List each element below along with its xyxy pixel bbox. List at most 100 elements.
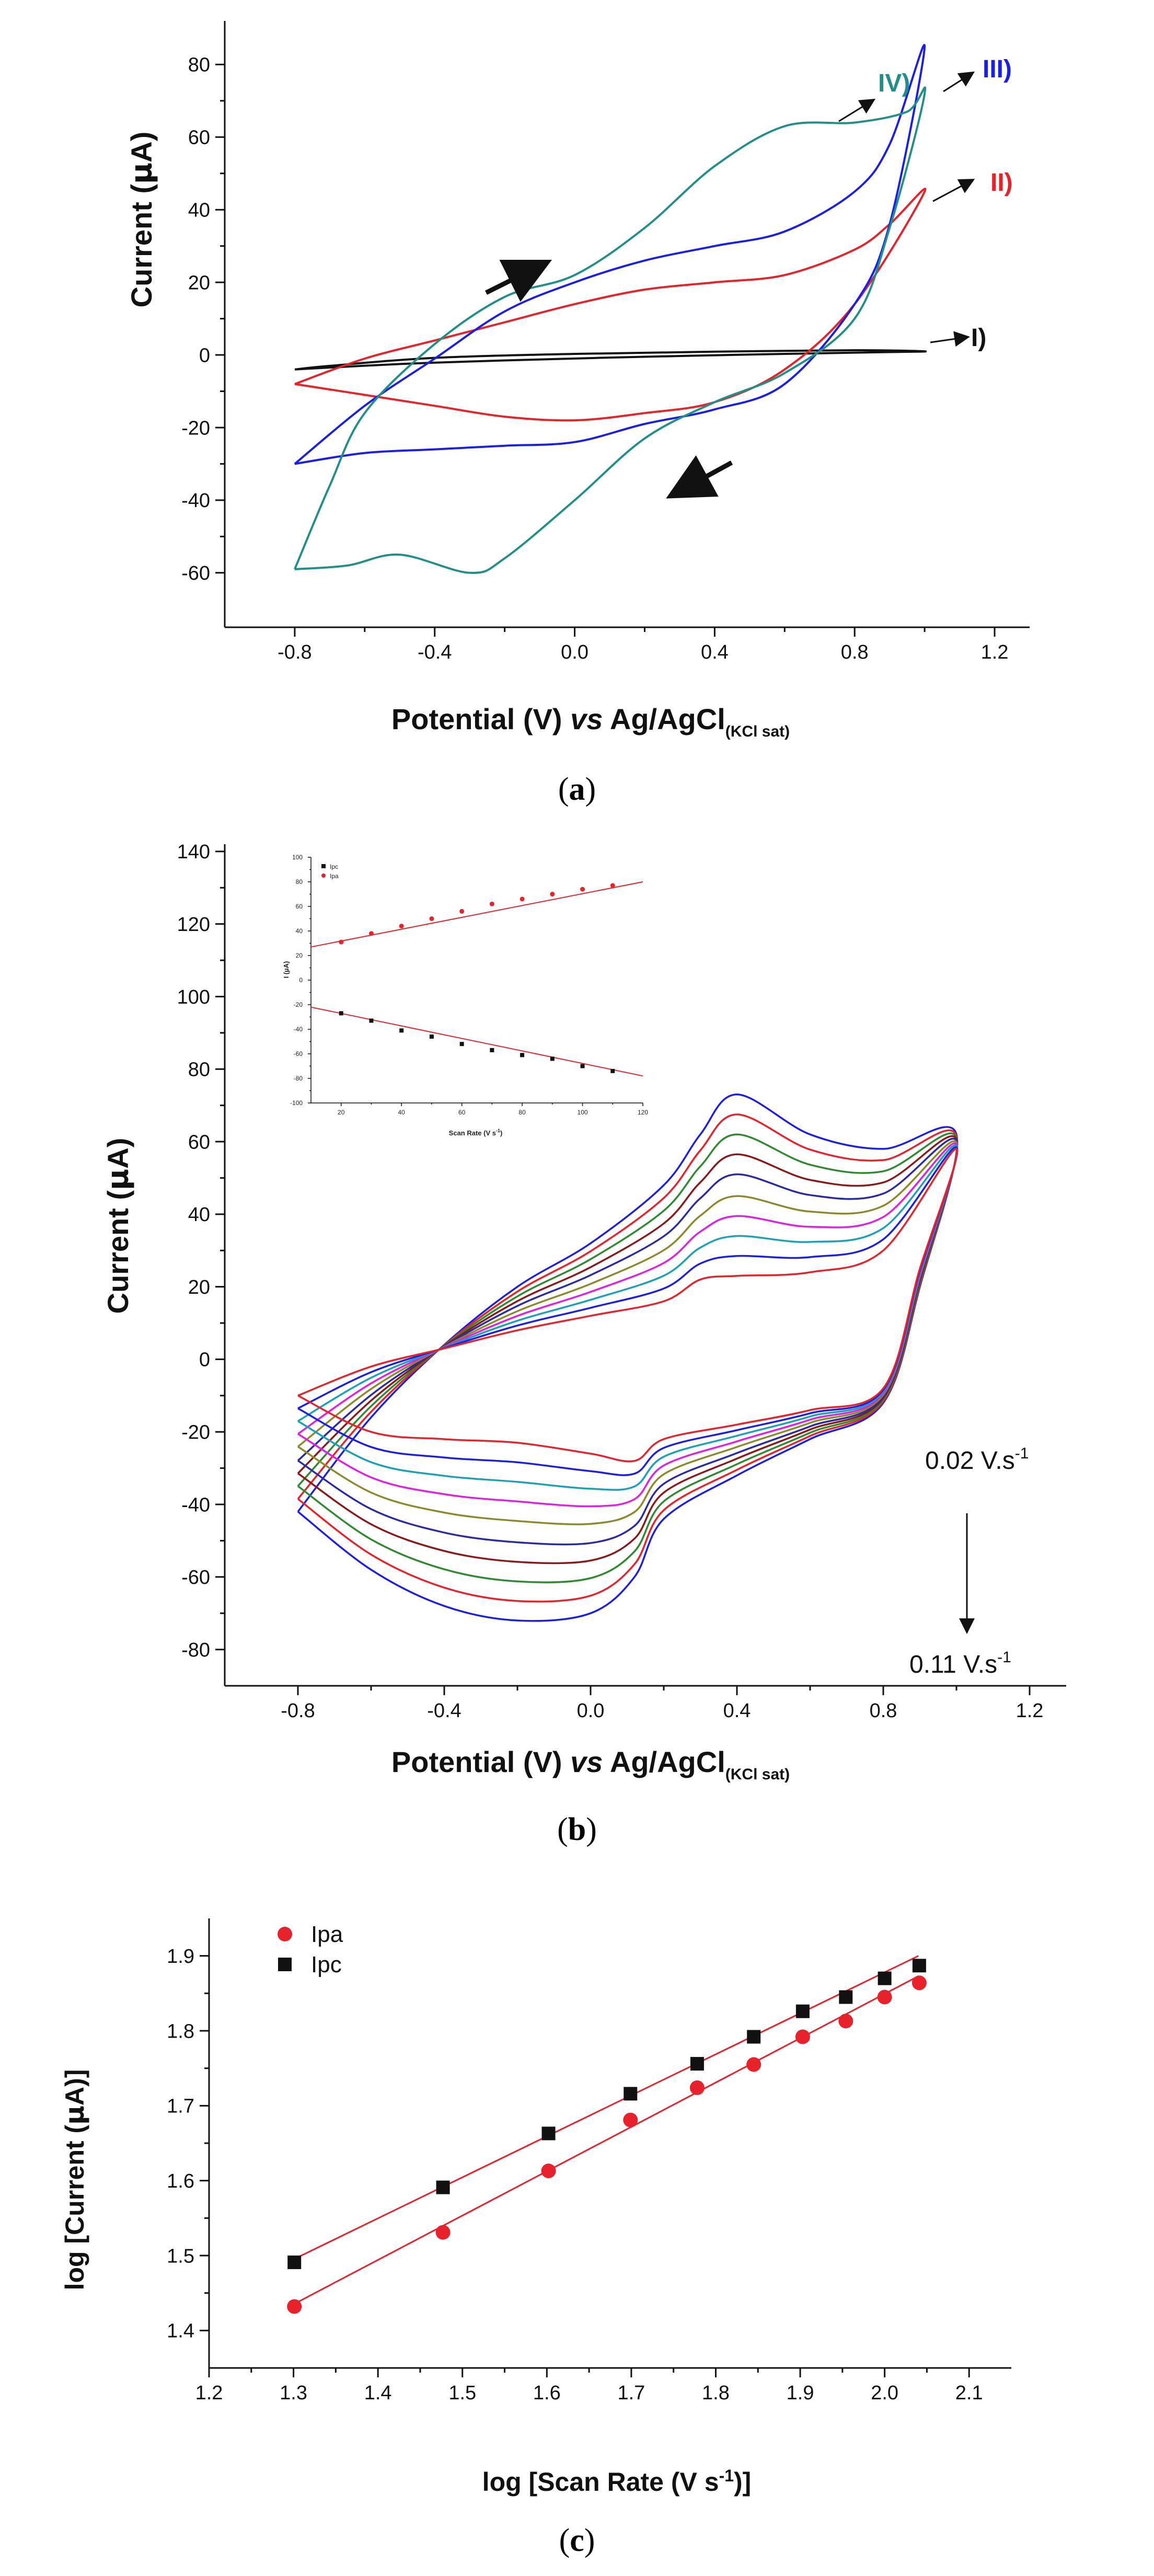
- inset-x-axis-label: Scan Rate (V s-1): [449, 1128, 503, 1137]
- inset-ipa-point: [459, 908, 465, 914]
- inset-y-tick-label: 20: [296, 952, 303, 959]
- inset-y-tick-label: -80: [294, 1075, 303, 1082]
- reverse-scan-arrow: [666, 455, 733, 499]
- inset-legend-ipc-marker: [321, 864, 326, 868]
- panel-b-y-tick-label: 20: [188, 1276, 210, 1298]
- inset-y-tick-label: -40: [294, 1026, 303, 1033]
- panel-b-axes: [215, 844, 1066, 1695]
- panel-a-y-tick-label: 20: [188, 272, 210, 294]
- panel-b-y-tick-label: 0: [199, 1349, 210, 1371]
- panel-a-curves: [294, 44, 927, 574]
- ipc-point: [690, 2057, 704, 2071]
- inset-y-tick-label: 60: [296, 903, 303, 910]
- panel-a-x-axis-label: Potential (V) vs Ag/AgCl(KCl sat): [391, 703, 790, 740]
- panel-c-x-tick-label: 2.1: [955, 2382, 983, 2404]
- legend-ipa-marker: [278, 1927, 292, 1941]
- cv-scan-curve: [297, 1142, 959, 1508]
- log-fit-line: [293, 1955, 919, 2260]
- panel-b-y-tick-label: 100: [177, 986, 210, 1008]
- panel-a-y-tick-label: -60: [181, 562, 210, 584]
- panel-a-x-tick-label: -0.4: [418, 641, 452, 663]
- inset-ipc-point: [580, 1064, 585, 1068]
- rate-low-label: 0.02 V.s-1: [925, 1445, 1029, 1475]
- panel-c-y-tick-label: 1.5: [167, 2245, 194, 2267]
- inset-x-tick-label: 60: [458, 1109, 466, 1116]
- curve-ii-arrow: [932, 179, 975, 202]
- cv-scan-curve: [297, 1132, 959, 1583]
- ipa-point: [911, 1975, 927, 1991]
- inset-x-tick-label: 40: [398, 1109, 406, 1116]
- panel-b-x-tick-label: 0.0: [577, 1700, 605, 1722]
- cv-curve-3: [294, 44, 926, 465]
- inset-x-tick-label: 100: [578, 1109, 588, 1116]
- inset-fit-line: [310, 881, 643, 948]
- inset-ipa-point: [550, 892, 555, 896]
- ipc-point: [839, 1990, 853, 2004]
- inset-ipc-point: [610, 1068, 615, 1073]
- inset-y-tick-label: -60: [294, 1050, 303, 1057]
- ipa-point: [838, 2014, 853, 2029]
- panel-c-axes: [200, 1918, 1011, 2377]
- panel-b-curves: [297, 1094, 959, 1622]
- curve-iii-arrow: [943, 71, 975, 93]
- panel-a-cv-chart: -0.8 -0.4 0.0 0.4 0.8 1.2 -60 -40 -20 0 20 40 60 80 I…: [125, 21, 1030, 807]
- inset-y-axis-label: I (µA): [282, 961, 290, 979]
- ipc-point: [541, 2126, 556, 2141]
- inset-ipc-point: [399, 1028, 404, 1033]
- panel-c-x-tick-label: 1.2: [195, 2382, 223, 2404]
- panel-c-y-axis-label: log [Current (µA)]: [60, 2069, 90, 2291]
- panel-c-caption: (c): [559, 2523, 595, 2558]
- panel-a-caption: (a): [558, 772, 596, 807]
- inset-x-tick-label: 20: [338, 1109, 345, 1116]
- ipc-point: [287, 2255, 302, 2269]
- panel-c-x-tick-label: 1.8: [702, 2382, 730, 2404]
- inset-ipa-point: [520, 896, 525, 902]
- inset-y-tick-label: 0: [299, 976, 303, 984]
- panel-c-x-tick-label: 1.4: [364, 2382, 392, 2404]
- panel-b-y-tick-label: -60: [181, 1567, 210, 1589]
- ipc-point: [624, 2087, 638, 2101]
- ipa-point: [795, 2029, 810, 2044]
- panel-a-x-tick-label: 1.2: [981, 641, 1009, 663]
- panel-a-y-axis-label: Current (µA): [125, 132, 159, 308]
- inset-ipc-point: [369, 1018, 374, 1023]
- panel-a-y-tick-label: 0: [199, 344, 210, 366]
- cv-curve-4: [294, 86, 927, 574]
- inset-ipa-point: [610, 883, 615, 888]
- cv-scan-curve: [297, 1146, 959, 1476]
- panel-a-axes: [215, 21, 1030, 637]
- panel-b-x-tick-label: 1.2: [1016, 1700, 1044, 1722]
- panel-a-y-tick-label: 60: [188, 127, 210, 149]
- panel-c-x-tick-label: 1.6: [533, 2382, 561, 2404]
- panel-a-x-tick-label: 0.4: [701, 641, 729, 663]
- inset-ipc-point: [550, 1056, 555, 1061]
- legend-ipc-label: Ipc: [311, 1952, 342, 1977]
- panel-a-y-tick-label: -20: [181, 417, 210, 439]
- panel-b-y-axis-label: Current (µA): [101, 1138, 135, 1314]
- curve-label-i: I): [971, 324, 986, 352]
- legend-ipc-marker: [278, 1958, 292, 1971]
- panel-c-fit-lines: [293, 1955, 919, 2305]
- ipc-point: [912, 1959, 926, 1973]
- ipc-point: [878, 1971, 892, 1985]
- inset-legend-ipa-label: Ipa: [330, 872, 339, 880]
- ipa-point: [287, 2299, 302, 2314]
- panel-b-inset-chart: 20 40 60 80 100 120 -100 -80 -60 -40 -20 0 20 40 60 80 1…: [290, 854, 648, 1116]
- panel-c-y-tick-label: 1.7: [167, 2096, 194, 2118]
- inset-y-tick-label: 40: [296, 927, 303, 935]
- panel-c-x-tick-label: 2.0: [871, 2382, 898, 2404]
- panel-b-y-tick-label: 140: [177, 841, 210, 863]
- curve-label-iv: IV): [878, 70, 910, 97]
- cv-curve-1: [294, 349, 927, 371]
- curve-label-ii: II): [990, 169, 1013, 197]
- curve-i-arrow: [930, 331, 970, 347]
- panel-a-ticks: -0.8 -0.4 0.0 0.4 0.8 1.2 -60 -40 -20 0 20 40 60 80: [181, 54, 1008, 663]
- inset-ipc-point: [520, 1053, 525, 1057]
- inset-legend-ipa-marker: [321, 873, 326, 878]
- panel-b-x-axis-label: Potential (V) vs Ag/AgCl(KCl sat): [391, 1745, 790, 1783]
- panel-b-y-tick-label: 120: [177, 914, 210, 936]
- cv-scan-curve: [297, 1148, 959, 1463]
- inset-ipc-point: [459, 1042, 464, 1046]
- panel-c-legend: Ipa Ipc: [278, 1922, 343, 1977]
- panel-c-log-chart: 1.2 1.3 1.4 1.5 1.6 1.7 1.8 1.9 2.0 2.1 1.4 1.5 1.6 1…: [60, 1918, 1011, 2558]
